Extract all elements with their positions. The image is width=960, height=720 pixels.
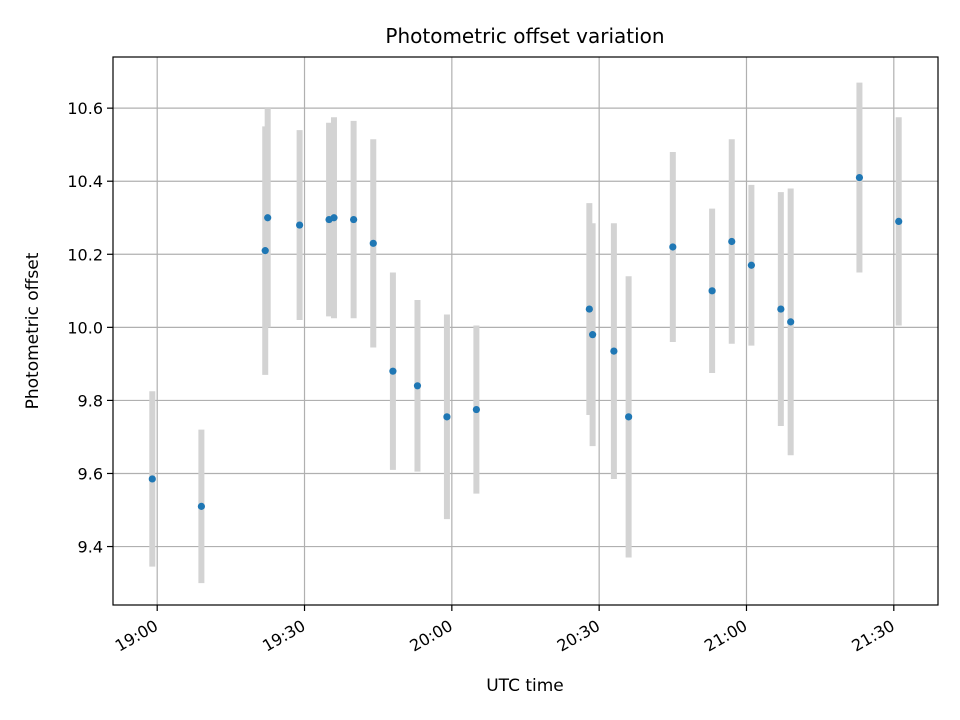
data-point <box>728 237 736 246</box>
data-point <box>413 382 422 390</box>
data-point <box>472 405 480 414</box>
data-point <box>669 243 677 251</box>
data-point <box>625 413 633 421</box>
y-tick-label: 9.6 <box>78 464 103 483</box>
y-axis-ticks: 9.4 9.6 9.8 10.0 10.2 10.4 10.6 <box>67 99 113 557</box>
data-point <box>197 502 205 510</box>
y-tick-label: 10.2 <box>67 245 103 264</box>
data-point <box>296 221 304 229</box>
plot-area-frame <box>112 56 939 606</box>
x-axis-title: UTC time <box>486 676 564 696</box>
data-point <box>369 239 377 247</box>
data-point <box>330 214 338 222</box>
data-point <box>777 305 785 313</box>
chart-title: Photometric offset variation <box>385 24 664 48</box>
data-point <box>747 261 755 269</box>
y-tick-label: 10.4 <box>67 172 103 191</box>
data-point <box>148 475 156 483</box>
y-tick-label: 9.8 <box>78 391 103 410</box>
data-point <box>787 318 795 326</box>
data-point <box>264 214 272 222</box>
data-point <box>589 331 597 339</box>
data-point <box>389 367 397 375</box>
data-points <box>148 173 903 510</box>
y-tick-label: 10.6 <box>67 99 103 118</box>
data-point <box>708 287 716 295</box>
data-point <box>585 305 593 313</box>
data-point <box>350 215 358 224</box>
y-tick-label: 9.4 <box>78 538 103 557</box>
y-axis-title: Photometric offset <box>23 252 43 409</box>
data-point <box>895 217 903 225</box>
y-tick-label: 10.0 <box>67 318 103 337</box>
data-point <box>443 413 451 421</box>
data-point <box>261 247 269 255</box>
grid <box>113 57 938 605</box>
data-point <box>610 347 618 355</box>
data-point <box>855 173 864 182</box>
